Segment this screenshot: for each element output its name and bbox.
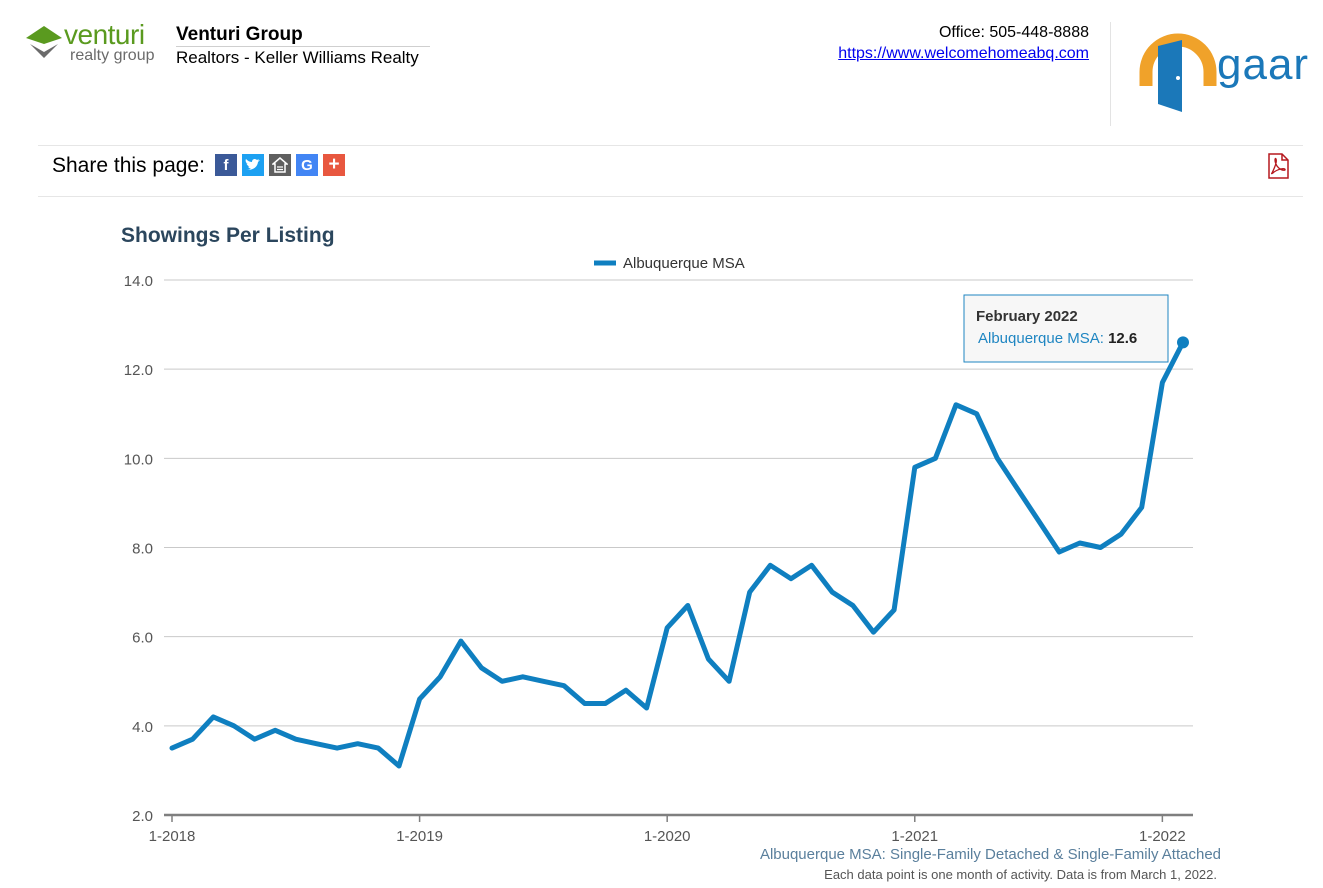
data-point[interactable] <box>808 561 816 569</box>
data-point[interactable] <box>519 673 527 681</box>
facebook-icon[interactable]: f <box>215 154 237 176</box>
gaar-text: gaar <box>1217 40 1310 89</box>
data-point[interactable] <box>1096 544 1104 552</box>
tooltip-box <box>963 294 1169 363</box>
data-point[interactable] <box>189 735 197 743</box>
logo-main-text: venturi <box>64 19 145 50</box>
google-icon[interactable]: G <box>296 154 318 176</box>
data-point[interactable] <box>168 744 176 752</box>
y-tick-label: 10.0 <box>124 451 153 468</box>
data-point[interactable] <box>333 744 341 752</box>
highlighted-data-point[interactable] <box>1177 336 1189 349</box>
door-icon <box>1139 33 1217 112</box>
data-point[interactable] <box>1138 503 1146 511</box>
pdf-icon[interactable] <box>1267 153 1289 179</box>
data-point[interactable] <box>766 561 774 569</box>
data-point[interactable] <box>312 740 320 748</box>
data-point[interactable] <box>643 704 651 712</box>
data-point[interactable] <box>416 695 424 703</box>
data-point[interactable] <box>477 664 485 672</box>
agent-company: Realtors - Keller Williams Realty <box>176 48 419 67</box>
y-tick-label: 8.0 <box>132 541 153 558</box>
data-point[interactable] <box>457 637 465 645</box>
data-point[interactable] <box>539 677 547 685</box>
data-point[interactable] <box>725 677 733 685</box>
data-point[interactable] <box>787 575 795 583</box>
data-point[interactable] <box>1035 517 1043 525</box>
y-tick-label: 6.0 <box>132 630 153 647</box>
venturi-logo[interactable]: venturi realty group <box>24 20 166 70</box>
data-point[interactable] <box>436 673 444 681</box>
data-point[interactable] <box>1076 539 1084 547</box>
footnote-series: Albuquerque MSA: Single-Family Detached … <box>759 846 1221 863</box>
data-point[interactable] <box>704 655 712 663</box>
data-point[interactable] <box>622 686 630 694</box>
logo-sub-text: realty group <box>70 47 155 64</box>
data-point[interactable] <box>395 762 403 770</box>
share-icons: f G + <box>215 154 345 176</box>
data-point[interactable] <box>828 588 836 596</box>
data-point[interactable] <box>911 463 919 471</box>
x-tick-label: 1-2020 <box>644 828 691 845</box>
data-point[interactable] <box>1158 379 1166 387</box>
data-point[interactable] <box>746 588 754 596</box>
data-point[interactable] <box>663 624 671 632</box>
data-point[interactable] <box>1014 486 1022 494</box>
share-bar: Share this page: f G + <box>38 145 1303 197</box>
data-point[interactable] <box>931 454 939 462</box>
y-tick-label: 12.0 <box>124 362 153 379</box>
data-point[interactable] <box>952 401 960 409</box>
x-tick-label: 1-2019 <box>396 828 443 845</box>
agent-name: Venturi Group <box>176 24 303 45</box>
page-header: venturi realty group Venturi Group Realt… <box>0 0 1323 140</box>
data-point[interactable] <box>354 740 362 748</box>
footnote-note: Each data point is one month of activity… <box>824 867 1217 882</box>
data-point[interactable] <box>230 722 238 730</box>
data-point[interactable] <box>601 700 609 708</box>
homes-icon[interactable] <box>269 154 291 176</box>
data-point[interactable] <box>374 744 382 752</box>
data-point[interactable] <box>1055 548 1063 556</box>
tooltip-title: February 2022 <box>976 308 1078 325</box>
data-point[interactable] <box>498 677 506 685</box>
data-point[interactable] <box>684 601 692 609</box>
data-point[interactable] <box>1117 530 1125 538</box>
data-point[interactable] <box>849 601 857 609</box>
series-line <box>169 339 1186 769</box>
y-tick-label: 2.0 <box>132 808 153 825</box>
data-point[interactable] <box>890 606 898 614</box>
tooltip-series-label: Albuquerque MSA: 12.6 <box>978 330 1137 347</box>
gaar-logo[interactable]: gaar <box>1138 28 1313 114</box>
data-point[interactable] <box>870 628 878 636</box>
data-point[interactable] <box>560 682 568 690</box>
data-point[interactable] <box>581 700 589 708</box>
data-point[interactable] <box>209 713 217 721</box>
y-tick-label: 4.0 <box>132 719 153 736</box>
share-label: Share this page: <box>52 154 205 177</box>
data-point[interactable] <box>271 726 279 734</box>
office-phone: Office: 505-448-8888 <box>938 24 1089 41</box>
data-point[interactable] <box>993 454 1001 462</box>
y-tick-label: 14.0 <box>124 273 153 290</box>
agent-divider <box>176 46 430 47</box>
header-divider <box>1110 22 1111 126</box>
leaf-icon <box>26 26 62 58</box>
legend-label[interactable]: Albuquerque MSA <box>623 255 745 272</box>
x-tick-label: 1-2021 <box>891 828 938 845</box>
tooltip-value: 12.6 <box>1108 330 1137 347</box>
website-link[interactable]: https://www.welcomehomeabq.com <box>838 45 1089 62</box>
data-point[interactable] <box>973 410 981 418</box>
x-tick-label: 1-2022 <box>1139 828 1186 845</box>
twitter-icon[interactable] <box>242 154 264 176</box>
data-point[interactable] <box>292 735 300 743</box>
addthis-plus-icon[interactable]: + <box>323 154 345 176</box>
data-point[interactable] <box>251 735 259 743</box>
chart-title: Showings Per Listing <box>121 224 335 247</box>
x-tick-label: 1-2018 <box>149 828 196 845</box>
